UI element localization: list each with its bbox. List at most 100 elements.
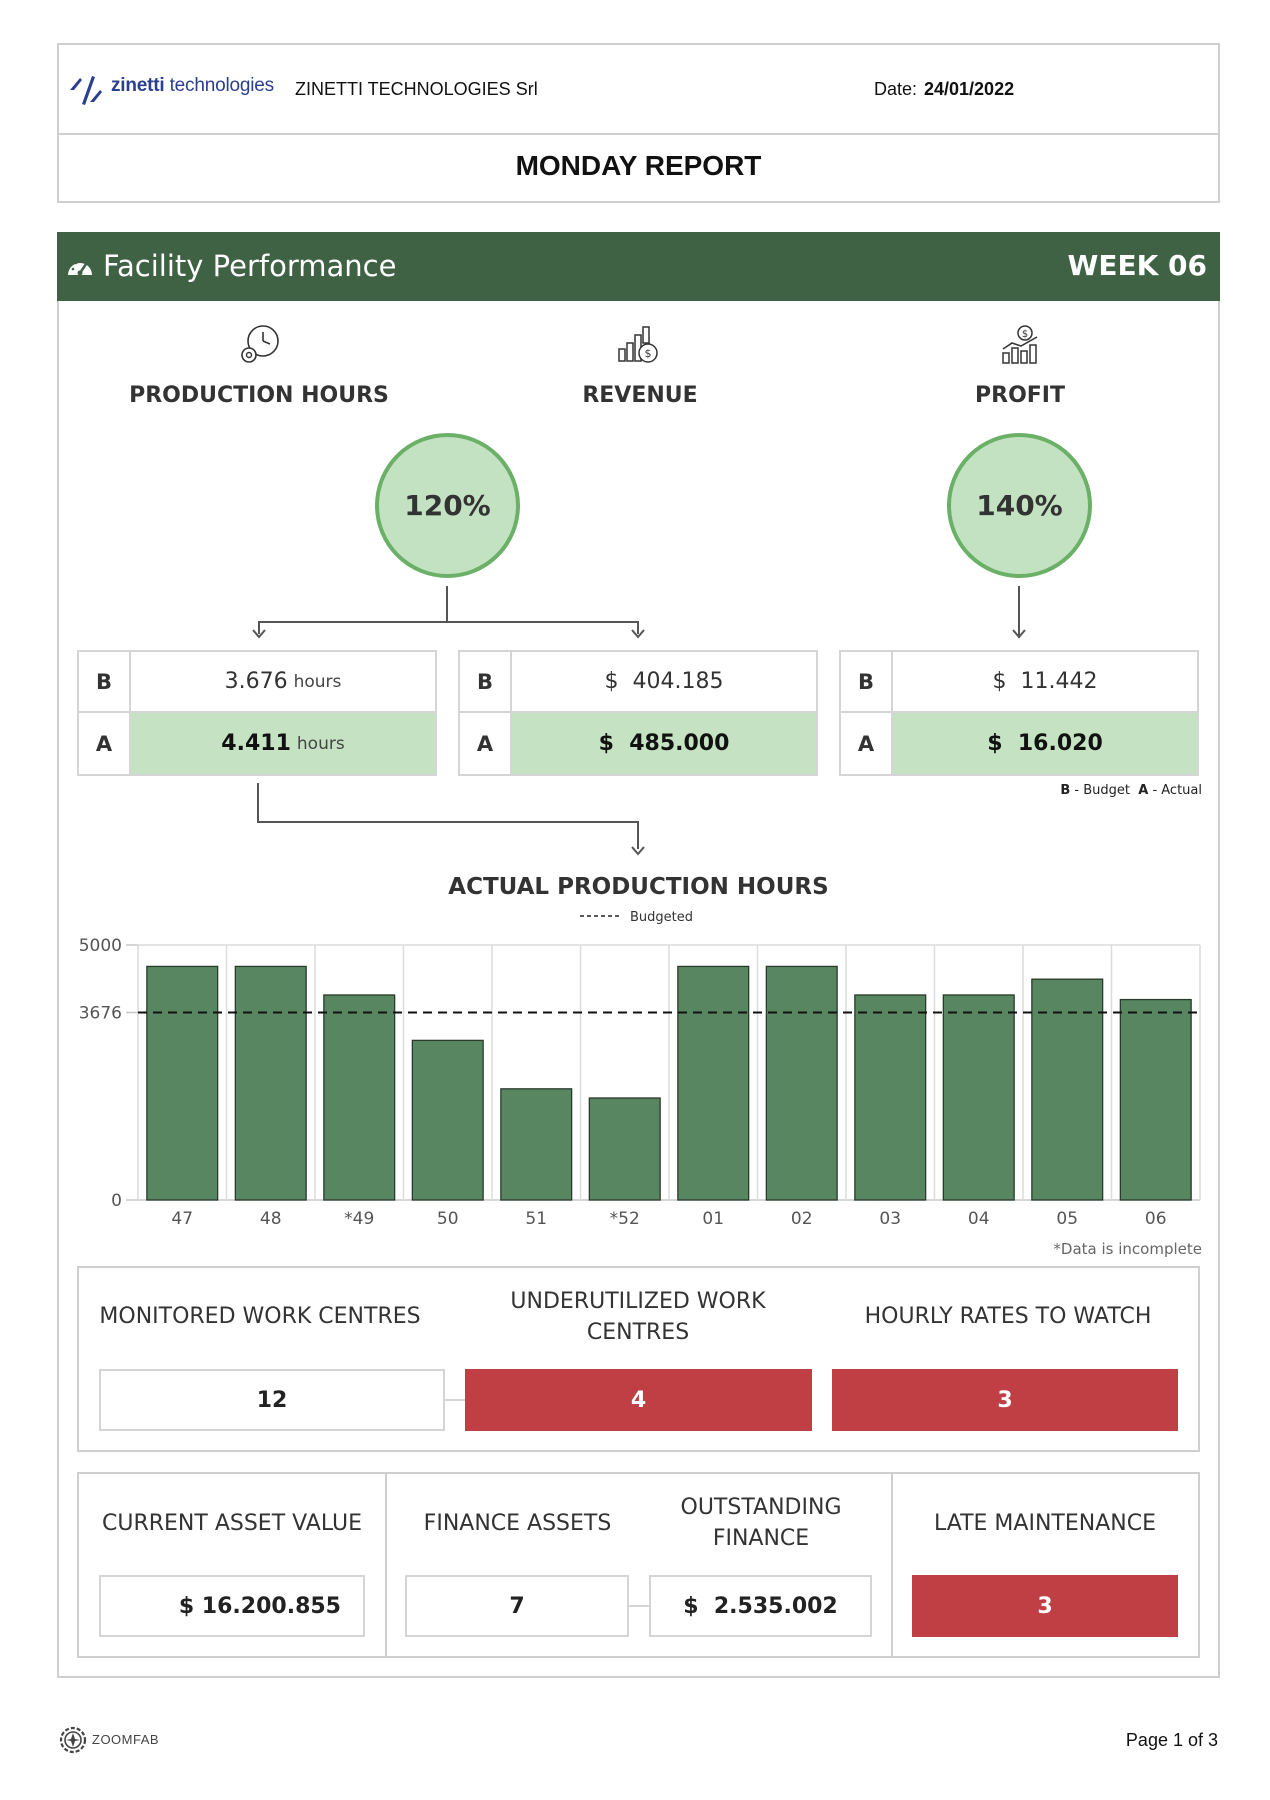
- actual-value: $ 485.000: [512, 713, 816, 774]
- actual-number: 4.411: [221, 731, 291, 756]
- x-tick-label: 47: [171, 1209, 193, 1229]
- header-divider: [57, 133, 1220, 135]
- outstanding-finance-value: $ 2.535.002: [649, 1575, 872, 1637]
- x-tick-label: 06: [1145, 1209, 1167, 1229]
- late-maintenance-label: LATE MAINTENANCE: [934, 1511, 1156, 1536]
- bar: [942, 994, 1015, 1201]
- bar: [234, 965, 307, 1201]
- actual-key: A: [460, 713, 512, 774]
- x-tick-label: 05: [1056, 1209, 1078, 1229]
- profit-budget-actual: B $ 11.442 A $ 16.020: [839, 650, 1199, 776]
- budget-row: B $ 404.185: [460, 652, 816, 713]
- logo-wordmark: zinetti technologies: [111, 75, 274, 97]
- bar: [1119, 998, 1192, 1201]
- connector-line: [637, 821, 639, 849]
- profit-percent: 140%: [947, 433, 1092, 578]
- connector-line: [1018, 586, 1020, 638]
- x-tick-label: 48: [260, 1209, 282, 1229]
- bar: [500, 1088, 573, 1201]
- actual-value: 4.411 hours: [131, 713, 435, 774]
- connector-line: [627, 1605, 651, 1607]
- actual-unit: hours: [296, 733, 345, 754]
- budget-value: $ 404.185: [604, 669, 724, 694]
- x-tick-label: 01: [702, 1209, 724, 1229]
- connector-line: [257, 821, 639, 823]
- actual-row: A $ 16.020: [841, 713, 1197, 774]
- connector-line: [637, 621, 639, 634]
- zoomfab-logo-icon: [59, 1726, 87, 1754]
- production-hours-budget-actual: B 3.676 hours A 4.411 hours: [77, 650, 437, 776]
- bar: [588, 1097, 661, 1201]
- arrow-down-icon: [1012, 629, 1026, 639]
- production-hours-percent: 120%: [375, 433, 520, 578]
- budget-value: 3.676 hours: [131, 652, 435, 711]
- logo-brand-bold: zinetti: [111, 75, 165, 96]
- hourly-rates-value: 3: [832, 1369, 1178, 1431]
- revenue-title: REVENUE: [582, 383, 698, 408]
- bar: [854, 994, 927, 1201]
- bar: [677, 965, 750, 1201]
- assets-panel: [77, 1472, 1200, 1658]
- connector-line: [446, 586, 448, 622]
- report-header: [57, 43, 1220, 203]
- x-tick-label: 03: [879, 1209, 901, 1229]
- panel-divider: [891, 1472, 893, 1658]
- x-tick-label: 02: [791, 1209, 813, 1229]
- budget-key: B: [79, 652, 131, 711]
- actual-row: A 4.411 hours: [79, 713, 435, 774]
- y-tick-label: 0: [111, 1191, 122, 1211]
- monitored-work-centres-label: MONITORED WORK CENTRES: [99, 1304, 421, 1329]
- arrow-down-icon: [252, 629, 266, 639]
- date-value: 24/01/2022: [924, 79, 1015, 99]
- section-header-bar: [57, 232, 1220, 301]
- x-tick-label: 04: [968, 1209, 990, 1229]
- chart-title: ACTUAL PRODUCTION HOURS: [448, 874, 829, 900]
- footer-brand: ZOOMFAB: [92, 1732, 160, 1747]
- bar: [765, 965, 838, 1201]
- logo-brand-light: technologies: [169, 75, 274, 96]
- current-asset-value-label: CURRENT ASSET VALUE: [102, 1511, 362, 1536]
- arrow-down-icon: [631, 846, 645, 856]
- incomplete-data-note: *Data is incomplete: [1053, 1240, 1202, 1258]
- actual-key: A: [841, 713, 893, 774]
- budget-value: $ 11.442: [992, 669, 1098, 694]
- x-tick-label: *49: [344, 1209, 374, 1229]
- work-centres-panel: [77, 1266, 1200, 1452]
- date-label: Date:: [874, 79, 918, 99]
- connector-line: [258, 621, 260, 634]
- production-hours-bar-chart: Budgeted 0 3676 5000 47 48 *49 50 51 *52 01 02 03 04 0…: [79, 910, 1201, 1229]
- page-number: Page 1 of 3: [1125, 1730, 1218, 1750]
- connector-line: [443, 1399, 467, 1401]
- budget-row: B 3.676 hours: [79, 652, 435, 713]
- y-tick-label: 5000: [79, 936, 122, 956]
- clock-gear-icon: [241, 325, 279, 363]
- late-maintenance-value: 3: [912, 1575, 1178, 1637]
- legend-a-text: - Actual: [1148, 783, 1202, 798]
- outstanding-finance-label: OUTSTANDING FINANCE: [680, 1495, 842, 1551]
- production-hours-title: PRODUCTION HOURS: [129, 383, 389, 408]
- bar: [323, 994, 396, 1201]
- current-asset-value: $ 16.200.855: [99, 1575, 365, 1637]
- actual-key: A: [79, 713, 131, 774]
- connector-line: [258, 621, 639, 623]
- bar: [411, 1039, 484, 1201]
- revenue-budget-actual: B $ 404.185 A $ 485.000: [458, 650, 818, 776]
- section-title: Facility Performance: [103, 249, 397, 283]
- svg-text:$: $: [1022, 329, 1028, 340]
- bar: [1031, 978, 1104, 1201]
- legend-b-text: - Budget: [1070, 783, 1130, 798]
- x-tick-label: *52: [610, 1209, 640, 1229]
- legend-a-key: A: [1138, 783, 1149, 798]
- legend-budgeted-label: Budgeted: [630, 910, 693, 925]
- revenue-chart-icon: $: [618, 326, 658, 363]
- speedometer-icon: [68, 259, 92, 276]
- budget-key: B: [460, 652, 512, 711]
- y-tick-label: 3676: [79, 1004, 122, 1024]
- svg-text:$: $: [645, 347, 652, 360]
- legend-b-key: B: [1060, 783, 1071, 798]
- profit-title: PROFIT: [975, 383, 1065, 408]
- company-name: ZINETTI TECHNOLOGIES Srl: [295, 79, 538, 99]
- budget-row: B $ 11.442: [841, 652, 1197, 713]
- profit-chart-icon: $: [1002, 325, 1038, 364]
- x-tick-label: 50: [437, 1209, 459, 1229]
